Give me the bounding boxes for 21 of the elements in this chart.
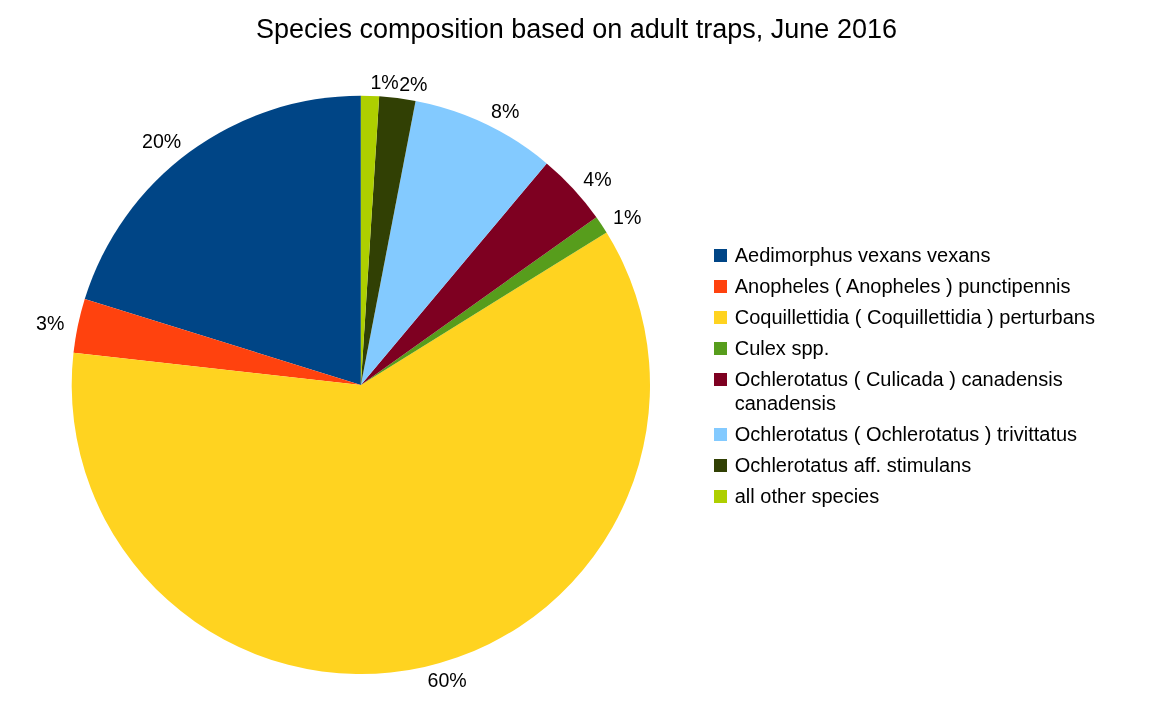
legend-label: all other species bbox=[734, 484, 880, 508]
pie-slice bbox=[360, 100, 547, 385]
legend-label: Coquillettidia ( Coquillettidia ) perturbans bbox=[734, 305, 1095, 329]
pie-slice bbox=[84, 95, 361, 385]
data-label: 3% bbox=[36, 311, 65, 334]
data-label: 8% bbox=[491, 100, 520, 123]
pie-slice bbox=[71, 232, 650, 674]
data-label: 60% bbox=[427, 669, 467, 692]
legend-label: Anopheles ( Anopheles ) punctipennis bbox=[734, 274, 1071, 298]
chart-title: Species composition based on adult traps, June 2016 bbox=[255, 13, 898, 46]
legend-label: Ochlerotatus aff. stimulans bbox=[734, 453, 972, 477]
legend-label: Ochlerotatus ( Ochlerotatus ) trivittatus bbox=[734, 422, 1078, 446]
legend-label: Ochlerotatus ( Culicada ) canadensis canadensis bbox=[734, 367, 1064, 415]
data-label: 2% bbox=[399, 73, 428, 96]
data-label: 4% bbox=[583, 168, 612, 191]
legend-label: Aedimorphus vexans vexans bbox=[734, 243, 991, 267]
legend-label: Culex spp. bbox=[734, 336, 830, 360]
data-label: 20% bbox=[142, 129, 182, 152]
data-label: 1% bbox=[613, 206, 642, 229]
data-label: 1% bbox=[370, 71, 399, 94]
pie-slice bbox=[73, 299, 361, 385]
